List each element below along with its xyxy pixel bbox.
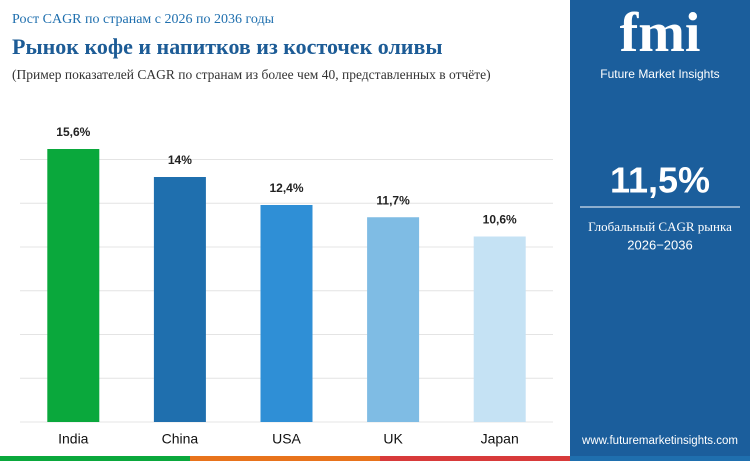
footer-strip: [190, 456, 380, 461]
note: (Пример показателей CAGR по странам из б…: [12, 67, 491, 82]
logo: fmi: [620, 2, 701, 64]
x-tick-label: USA: [272, 431, 301, 447]
data-label: 12,4%: [269, 181, 303, 195]
x-tick-label: UK: [383, 431, 403, 447]
x-tick-label: India: [58, 431, 89, 447]
data-label: 14%: [168, 153, 192, 167]
global-cagr-label: Глобальный CAGR рынка: [588, 219, 732, 234]
subtitle: Рост CAGR по странам с 2026 по 2036 годы: [12, 12, 275, 27]
side-panel: [570, 0, 750, 461]
company-name: Future Market Insights: [600, 67, 719, 81]
data-label: 10,6%: [483, 213, 517, 227]
chart-title: Рынок кофе и напитков из косточек оливы: [12, 34, 443, 59]
bar: [47, 149, 100, 422]
website: www.futuremarketinsights.com: [581, 435, 738, 447]
footer-strip: [380, 456, 570, 461]
footer-strip: [570, 456, 750, 461]
x-tick-label: China: [162, 431, 199, 447]
data-label: 15,6%: [56, 125, 90, 139]
bar: [153, 177, 206, 422]
global-cagr: 11,5%: [610, 160, 710, 201]
footer-strip: [0, 456, 190, 461]
bar: [260, 205, 313, 422]
bar: [367, 217, 420, 422]
bar: [473, 236, 526, 422]
period: 2026−2036: [627, 237, 692, 252]
data-label: 11,7%: [376, 193, 410, 207]
x-tick-label: Japan: [481, 431, 519, 447]
